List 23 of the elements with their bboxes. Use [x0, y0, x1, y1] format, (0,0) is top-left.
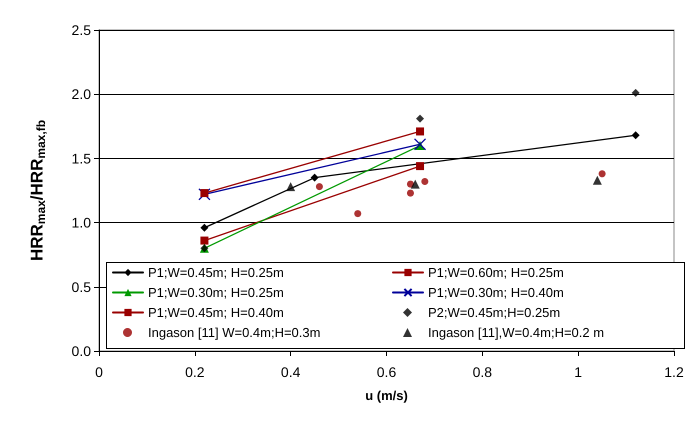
x-tick-label: 0: [95, 364, 104, 380]
legend-label: P1;W=0.60m; H=0.25m: [428, 265, 564, 280]
x-tick-label: 1.2: [664, 364, 684, 380]
y-tick-label: 1.5: [72, 150, 92, 166]
x-axis-title: u (m/s): [365, 388, 408, 403]
y-tick-label: 2.0: [72, 86, 92, 102]
legend-label: P2;W=0.45m;H=0.25m: [428, 305, 560, 320]
x-tick-label: 0.4: [280, 364, 301, 380]
legend-label: P1;W=0.45m; H=0.40m: [148, 305, 284, 320]
x-tick-label: 0.6: [376, 364, 396, 380]
legend-label: Ingason [11] W=0.4m;H=0.3m: [148, 325, 320, 340]
legend-label: P1;W=0.30m; H=0.40m: [428, 285, 564, 300]
x-tick-label: 0.2: [185, 364, 205, 380]
legend-label: Ingason [11],W=0.4m;H=0.2 m: [428, 325, 604, 340]
x-tick-label: 0.8: [472, 364, 492, 380]
legend-label: P1;W=0.30m; H=0.25m: [148, 285, 284, 300]
y-tick-label: 0.0: [72, 343, 92, 359]
y-tick-label: 2.5: [72, 22, 92, 38]
x-tick-label: 1: [574, 364, 582, 380]
y-tick-label: 0.5: [72, 278, 92, 295]
y-axis-title: HRRmax/HRRmax,fb: [28, 120, 48, 262]
y-tick-label: 1.0: [72, 214, 92, 231]
legend-label: P1;W=0.45m; H=0.25m: [148, 265, 284, 280]
